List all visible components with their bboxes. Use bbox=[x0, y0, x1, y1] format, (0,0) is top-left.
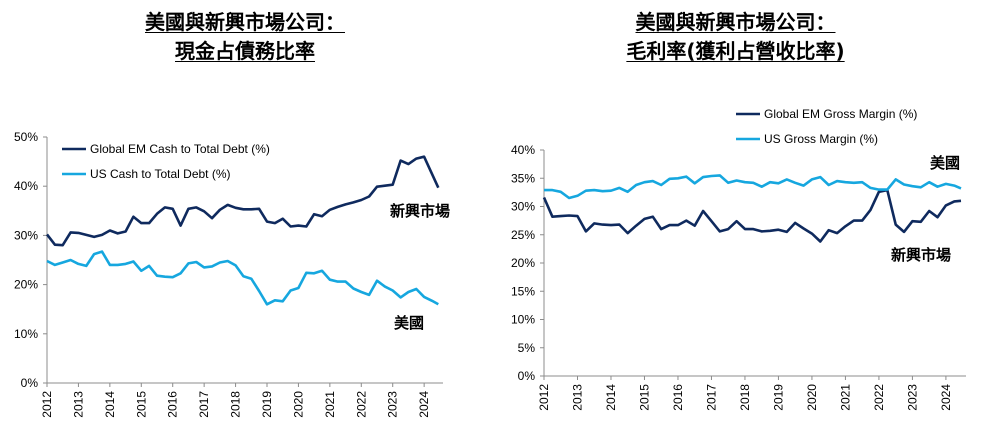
left-chart-panel: 美國與新興市場公司： 現金占債務比率 Global EM Cash to Tot… bbox=[0, 0, 490, 432]
left-y-tick-label: 30% bbox=[14, 228, 38, 242]
right-y-tick-label: 0% bbox=[518, 369, 536, 383]
left-x-tick-label: 2016 bbox=[166, 391, 180, 418]
right-x-tick-label: 2022 bbox=[872, 384, 886, 411]
right-y-tick-label: 15% bbox=[511, 284, 535, 298]
right-legend-em-label: Global EM Gross Margin (%) bbox=[764, 107, 917, 121]
right-x-tick-label: 2012 bbox=[537, 384, 551, 411]
right-title-line-1: 美國與新興市場公司： bbox=[635, 10, 836, 34]
right-y-tick-label: 10% bbox=[511, 313, 535, 327]
right-x-tick-label: 2014 bbox=[604, 384, 618, 411]
right-x-tick-label: 2015 bbox=[637, 384, 651, 411]
right-legend: Global EM Gross Margin (%) US Gross Marg… bbox=[736, 107, 917, 146]
left-x-tick-label: 2024 bbox=[417, 391, 431, 418]
right-y-tick-label: 25% bbox=[511, 228, 535, 242]
left-x-tick-label: 2015 bbox=[134, 391, 148, 418]
left-series-line-us bbox=[46, 250, 439, 306]
left-y-tick-label: 50% bbox=[14, 130, 38, 144]
right-x-tick-label: 2020 bbox=[805, 384, 819, 411]
right-annotation-em: 新興市場 bbox=[891, 246, 951, 264]
left-legend-us-label: US Cash to Total Debt (%) bbox=[90, 167, 231, 181]
right-x-tick-label: 2017 bbox=[704, 384, 718, 411]
left-chart-title: 美國與新興市場公司： 現金占債務比率 bbox=[0, 8, 490, 66]
right-x-tick-label: 2013 bbox=[570, 384, 584, 411]
right-y-tick-label: 30% bbox=[511, 200, 535, 214]
left-x-tick-label: 2014 bbox=[103, 391, 117, 418]
left-x-tick-label: 2017 bbox=[197, 391, 211, 418]
right-title-line-2: 毛利率(獲利占營收比率) bbox=[626, 39, 845, 63]
left-x-tick-label: 2019 bbox=[260, 391, 274, 418]
left-x-tick-label: 2013 bbox=[71, 391, 85, 418]
left-x-tick-label: 2023 bbox=[386, 391, 400, 418]
left-series-line-em bbox=[45, 155, 440, 247]
left-legend: Global EM Cash to Total Debt (%) US Cash… bbox=[62, 142, 270, 181]
left-y-tick-label: 0% bbox=[21, 376, 39, 390]
right-annotation-us: 美國 bbox=[930, 154, 960, 172]
left-line-chart: Global EM Cash to Total Debt (%) US Cash… bbox=[14, 130, 450, 418]
right-series-line-em bbox=[542, 188, 962, 243]
left-title-line-1: 美國與新興市場公司： bbox=[145, 10, 345, 34]
right-x-tick-label: 2018 bbox=[738, 384, 752, 411]
left-legend-em-label: Global EM Cash to Total Debt (%) bbox=[90, 142, 270, 156]
left-y-tick-label: 40% bbox=[14, 179, 38, 193]
left-x-tick-label: 2018 bbox=[229, 391, 243, 418]
right-x-tick-label: 2023 bbox=[905, 384, 919, 411]
left-title-line-2: 現金占債務比率 bbox=[175, 39, 315, 63]
right-y-tick-label: 35% bbox=[511, 171, 535, 185]
right-chart-panel: 美國與新興市場公司： 毛利率(獲利占營收比率) Global EM Gross … bbox=[490, 0, 981, 432]
left-annotation-us: 美國 bbox=[394, 314, 424, 332]
right-x-tick-label: 2021 bbox=[838, 384, 852, 411]
left-y-tick-label: 20% bbox=[14, 278, 38, 292]
left-x-tick-label: 2020 bbox=[291, 391, 305, 418]
right-legend-us-label: US Gross Margin (%) bbox=[764, 132, 878, 146]
right-y-tick-label: 5% bbox=[518, 341, 536, 355]
right-y-tick-label: 40% bbox=[511, 143, 535, 157]
left-annotation-em: 新興市場 bbox=[390, 202, 450, 220]
left-x-tick-label: 2012 bbox=[40, 391, 54, 418]
right-chart-title: 美國與新興市場公司： 毛利率(獲利占營收比率) bbox=[490, 8, 981, 66]
right-x-tick-label: 2019 bbox=[771, 384, 785, 411]
right-x-tick-label: 2024 bbox=[939, 384, 953, 411]
right-x-tick-label: 2016 bbox=[671, 384, 685, 411]
left-x-tick-label: 2022 bbox=[354, 391, 368, 418]
right-series-line-us bbox=[544, 174, 962, 200]
left-y-tick-label: 10% bbox=[14, 327, 38, 341]
right-line-chart: Global EM Gross Margin (%) US Gross Marg… bbox=[511, 107, 966, 411]
left-x-tick-label: 2021 bbox=[323, 391, 337, 418]
right-y-tick-label: 20% bbox=[511, 256, 535, 270]
